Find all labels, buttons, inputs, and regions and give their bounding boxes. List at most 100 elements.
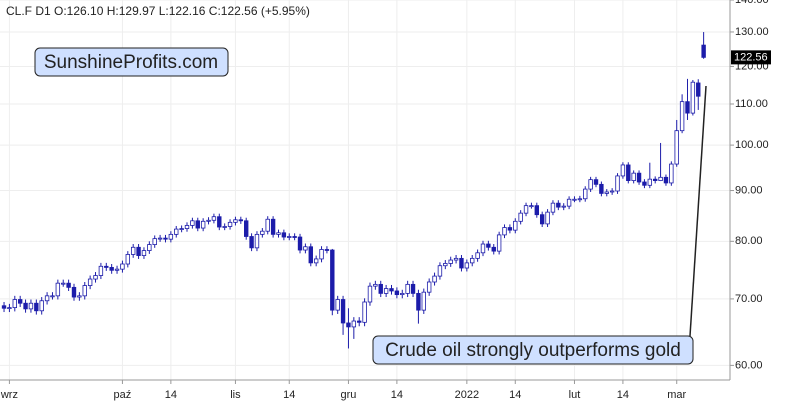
x-tick-label: lis bbox=[230, 389, 241, 401]
candle-body bbox=[217, 216, 222, 228]
candle-body bbox=[674, 130, 679, 165]
candle-body bbox=[556, 202, 561, 208]
candle-body bbox=[319, 249, 324, 260]
x-tick-label: mar bbox=[667, 389, 686, 401]
candle-body bbox=[157, 237, 163, 240]
candle-body bbox=[690, 81, 696, 114]
candle-body bbox=[12, 299, 17, 309]
candle-body bbox=[631, 172, 636, 181]
candle-body bbox=[470, 257, 475, 264]
candle-body bbox=[426, 281, 432, 293]
candle-body bbox=[496, 234, 502, 252]
candle-body bbox=[410, 283, 416, 294]
candle-body bbox=[464, 262, 470, 269]
candle-body bbox=[174, 228, 179, 235]
annotation-arrow bbox=[689, 85, 707, 337]
candle-body bbox=[421, 291, 426, 311]
x-tick-label: 14 bbox=[165, 389, 177, 401]
candle-body bbox=[561, 205, 566, 208]
candle-body bbox=[507, 227, 513, 231]
candle-body bbox=[44, 295, 50, 302]
candle-body bbox=[400, 292, 405, 296]
candle-body bbox=[545, 211, 550, 225]
candle-body bbox=[324, 249, 330, 251]
candle-body bbox=[615, 175, 620, 192]
candle-body bbox=[281, 232, 287, 238]
candle-body bbox=[453, 257, 459, 261]
candle-body bbox=[184, 225, 190, 229]
x-tick-label: 2022 bbox=[455, 389, 479, 401]
candle-body bbox=[437, 265, 443, 277]
candle-body bbox=[373, 283, 378, 287]
candle-body bbox=[34, 302, 39, 312]
candle-body bbox=[566, 198, 572, 207]
candle-body bbox=[696, 82, 701, 97]
candle-body bbox=[513, 220, 518, 231]
candle-body bbox=[136, 246, 141, 256]
candles bbox=[1, 32, 706, 349]
candle-body bbox=[588, 179, 593, 190]
candle-body bbox=[227, 221, 233, 227]
candle-body bbox=[448, 259, 453, 264]
candle-body bbox=[335, 299, 340, 311]
candle-body bbox=[626, 164, 631, 181]
candle-body bbox=[222, 226, 227, 228]
candle-body bbox=[82, 285, 87, 297]
x-tick-label: 14 bbox=[391, 389, 403, 401]
candle-body bbox=[28, 302, 34, 310]
candle-body bbox=[120, 263, 125, 270]
candle-body bbox=[190, 220, 195, 226]
y-tick-label: 90.00 bbox=[735, 184, 763, 196]
candle-body bbox=[61, 282, 66, 285]
candle-body bbox=[244, 220, 249, 237]
candle-body bbox=[163, 237, 168, 240]
candle-body bbox=[367, 285, 373, 303]
candle-body bbox=[330, 249, 335, 311]
candle-body bbox=[550, 202, 556, 213]
candle-body bbox=[658, 176, 663, 181]
y-tick-label: 130.00 bbox=[735, 26, 769, 38]
candle-body bbox=[583, 188, 588, 200]
candle-body bbox=[50, 295, 55, 298]
x-tick-label: lut bbox=[569, 389, 581, 401]
candle-body bbox=[502, 227, 507, 236]
candle-body bbox=[152, 238, 157, 245]
candle-body bbox=[620, 164, 626, 177]
candle-body bbox=[572, 198, 577, 201]
candle-body bbox=[17, 299, 23, 304]
candle-body bbox=[480, 243, 486, 254]
candle-body bbox=[443, 263, 448, 267]
candle-body bbox=[593, 179, 599, 185]
candle-body bbox=[609, 190, 615, 193]
candle-body bbox=[104, 265, 109, 268]
watermark-box bbox=[34, 47, 229, 77]
candle-body bbox=[378, 283, 383, 294]
candle-body bbox=[486, 243, 491, 248]
candle-body bbox=[130, 246, 136, 255]
candle-body bbox=[523, 205, 529, 214]
candle-body bbox=[685, 101, 690, 114]
candle-body bbox=[303, 246, 308, 251]
candle-body bbox=[652, 178, 658, 181]
candle-body bbox=[539, 214, 545, 225]
chart-title: CL.F D1 O:126.10 H:129.97 L:122.16 C:122… bbox=[6, 4, 310, 18]
candle-body bbox=[98, 265, 104, 276]
candle-body bbox=[7, 307, 12, 310]
candle-body bbox=[346, 322, 351, 328]
x-tick-label: 14 bbox=[617, 389, 629, 401]
candle-body bbox=[71, 286, 77, 298]
candle-body bbox=[636, 172, 642, 183]
candle-body bbox=[459, 257, 464, 269]
x-tick-label: wrz bbox=[0, 389, 18, 401]
candle-body bbox=[200, 220, 206, 229]
candle-body bbox=[93, 275, 98, 280]
candle-body bbox=[260, 230, 265, 235]
candle-body bbox=[211, 216, 217, 221]
candle-body bbox=[114, 268, 120, 271]
candle-body bbox=[292, 236, 297, 238]
price-label: 122.56 bbox=[734, 51, 768, 63]
candle-body bbox=[475, 252, 480, 259]
candle-body bbox=[168, 233, 174, 240]
candle-body bbox=[39, 300, 44, 312]
